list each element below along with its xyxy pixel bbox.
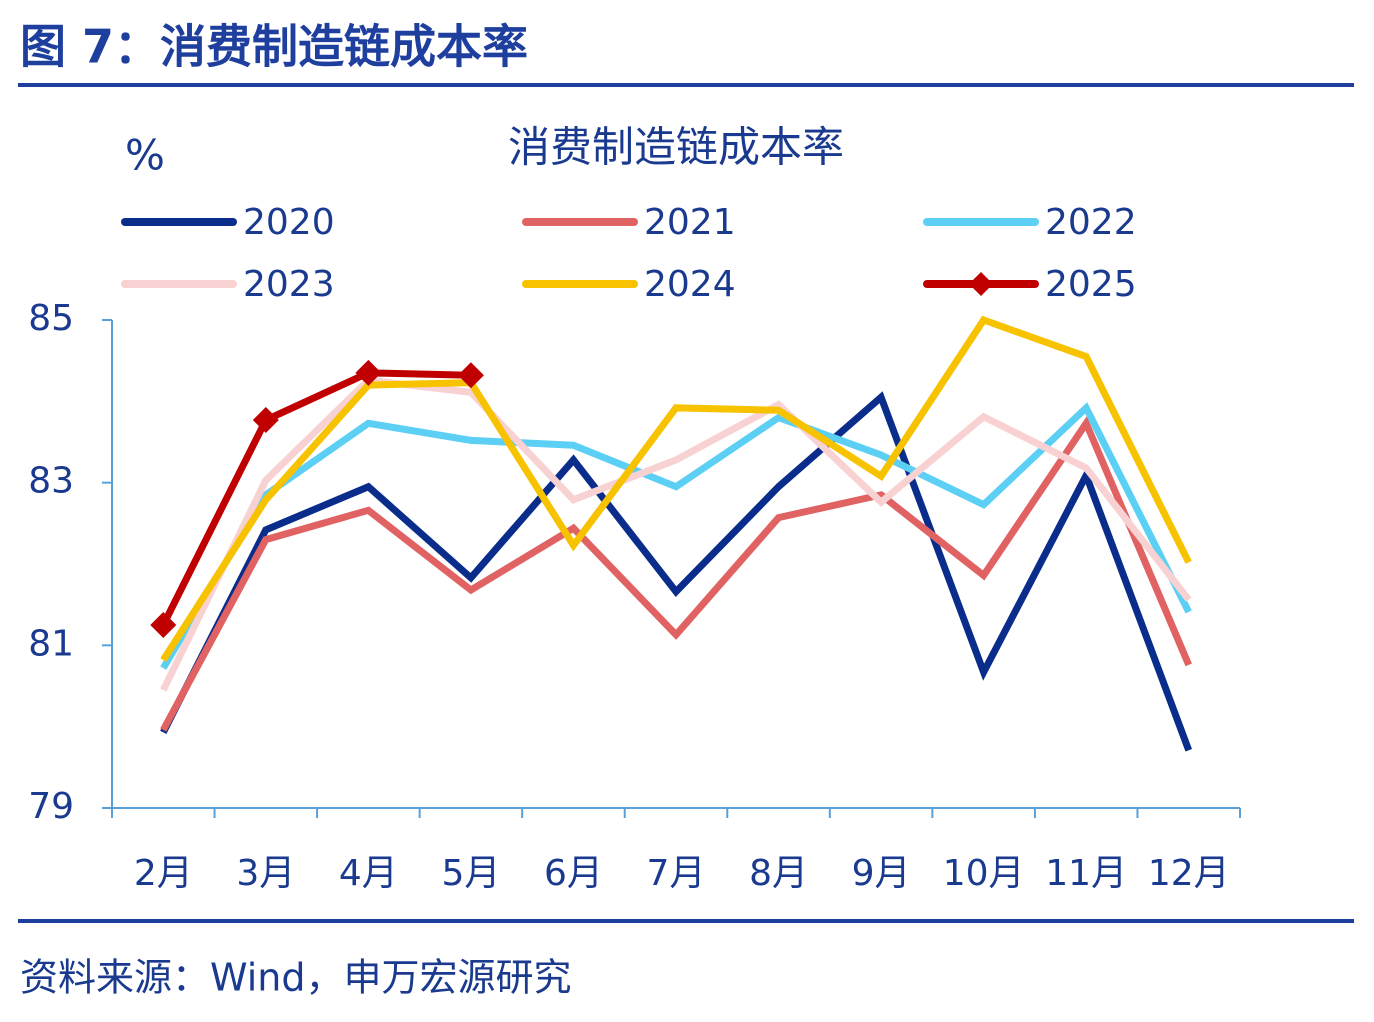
x-tick-label: 3月 <box>236 853 295 894</box>
legend-label: 2021 <box>644 202 736 243</box>
x-tick-label: 9月 <box>852 853 911 894</box>
x-tick-label: 12月 <box>1148 853 1230 894</box>
x-tick-label: 6月 <box>544 853 603 894</box>
y-tick-label: 85 <box>28 298 74 339</box>
source-note: 资料来源：Wind，申万宏源研究 <box>20 956 572 1000</box>
x-tick-label: 7月 <box>647 853 706 894</box>
series-line <box>160 402 1192 670</box>
x-tick-label: 11月 <box>1045 853 1127 894</box>
series-marker <box>252 407 279 434</box>
x-tick-label: 2月 <box>134 853 193 894</box>
y-tick-label: 79 <box>28 786 74 827</box>
legend-label: 2022 <box>1045 202 1137 243</box>
x-tick-label: 8月 <box>749 853 808 894</box>
unit-label: % <box>125 131 165 180</box>
series-marker <box>355 359 382 386</box>
header-rule <box>18 83 1354 87</box>
chart-title: 消费制造链成本率 <box>508 123 844 172</box>
legend-label: 2025 <box>1045 264 1137 305</box>
series-line <box>160 369 471 627</box>
x-tick-label: 5月 <box>441 853 500 894</box>
series-line <box>160 415 1192 732</box>
legend-label: 2023 <box>243 264 335 305</box>
y-tick-label: 83 <box>28 461 74 502</box>
y-tick-label: 81 <box>28 623 74 664</box>
figure-title: 图 7：消费制造链成本率 <box>20 20 528 74</box>
x-tick-label: 10月 <box>943 853 1025 894</box>
series-marker <box>150 612 177 638</box>
series-line <box>160 376 1192 692</box>
series-marker <box>457 362 484 389</box>
legend-label: 2020 <box>243 202 335 243</box>
series-line <box>160 315 1192 662</box>
legend-marker <box>969 272 993 296</box>
x-tick-label: 4月 <box>339 853 398 894</box>
legend-label: 2024 <box>644 264 736 305</box>
footer-rule <box>18 919 1354 923</box>
series-line <box>160 391 1193 752</box>
